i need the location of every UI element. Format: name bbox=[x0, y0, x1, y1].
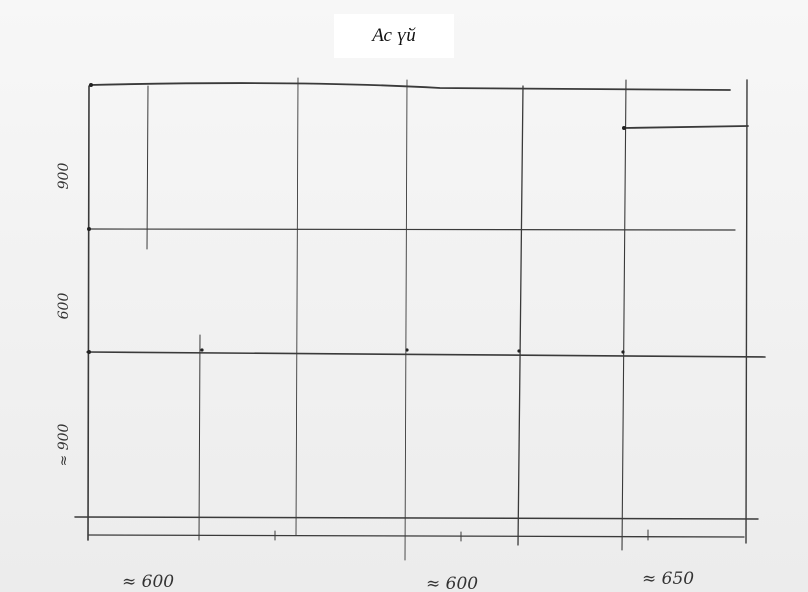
horizontal-line-1 bbox=[87, 228, 736, 231]
top-edge-line bbox=[89, 82, 731, 91]
junction-dot bbox=[87, 350, 91, 354]
vertical-line-5 bbox=[517, 85, 524, 546]
pencil-lines bbox=[74, 77, 766, 561]
junction-dot bbox=[200, 348, 204, 352]
horizontal-line-2 bbox=[86, 351, 766, 358]
width-label-2: ≈ 600 bbox=[426, 574, 478, 592]
right-border-line bbox=[745, 79, 748, 544]
vertical-line-1 bbox=[146, 85, 149, 250]
upper-step-line bbox=[623, 125, 749, 129]
vertical-line-2 bbox=[198, 334, 201, 541]
vertical-line-3 bbox=[295, 77, 299, 536]
vertical-line-4 bbox=[404, 79, 408, 561]
width-label-3: ≈ 650 bbox=[642, 569, 694, 589]
height-label-2: 600 bbox=[56, 293, 72, 320]
baseline-line bbox=[88, 534, 745, 538]
title-label-box: Ас үй bbox=[334, 14, 454, 58]
height-label-3: ≈ 900 bbox=[56, 423, 72, 466]
junction-dots bbox=[87, 83, 626, 354]
junction-dot bbox=[87, 227, 91, 231]
width-label-1: ≈ 600 bbox=[122, 572, 174, 592]
drawing-title: Ас үй bbox=[372, 25, 416, 46]
junction-dot bbox=[622, 126, 626, 130]
junction-dot bbox=[405, 348, 409, 352]
junction-dot bbox=[621, 350, 625, 354]
vertical-line-6 bbox=[621, 79, 627, 551]
left-border-line bbox=[87, 85, 90, 541]
height-label-1: 900 bbox=[56, 163, 72, 190]
junction-dot bbox=[89, 83, 93, 87]
junction-dot bbox=[517, 349, 521, 353]
horizontal-line-3 bbox=[74, 516, 759, 520]
